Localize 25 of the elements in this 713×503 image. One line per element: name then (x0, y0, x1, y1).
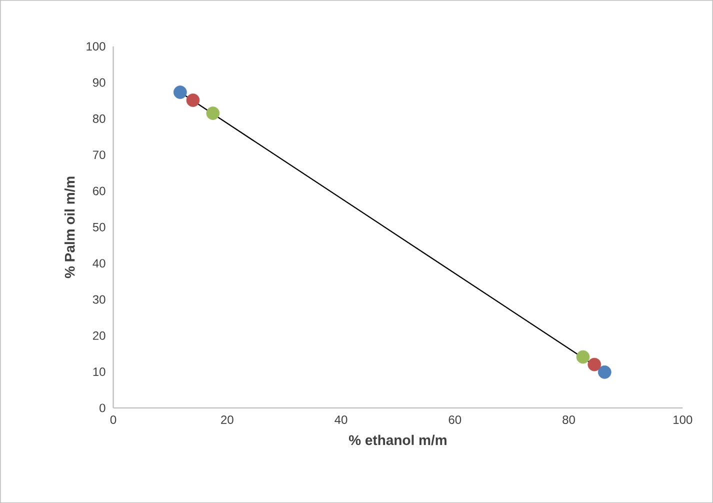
point (206, 106, 220, 120)
x-tick-label: 100 (674, 415, 692, 424)
y-tick-label: 70 (93, 150, 106, 159)
point (173, 85, 187, 99)
x-axis-title: % ethanol m/m (348, 434, 446, 446)
y-tick-label: 100 (86, 42, 106, 50)
x-tick-label: 60 (448, 415, 462, 424)
x-tick-label: 40 (334, 415, 348, 424)
point (186, 93, 200, 107)
point (598, 365, 612, 379)
y-tick-label: 0 (100, 404, 106, 412)
y-tick-label: 40 (92, 258, 106, 268)
x-tick-label: 0 (110, 415, 116, 424)
y-tick-label: 60 (93, 186, 106, 196)
y-tick-label: 20 (93, 331, 106, 340)
point (576, 350, 590, 364)
y-tick-label: 90 (92, 78, 106, 87)
point (588, 358, 602, 372)
y-tick-label: 10 (93, 367, 106, 376)
x-tick-label: 80 (562, 415, 575, 424)
y-tick-label: 50 (92, 222, 106, 232)
y-tick-label: 80 (92, 114, 106, 123)
y-axis-title: % Palm oil m/m (64, 176, 75, 278)
y-tick-label: 30 (92, 295, 106, 304)
x-tick-label: 20 (221, 415, 234, 424)
